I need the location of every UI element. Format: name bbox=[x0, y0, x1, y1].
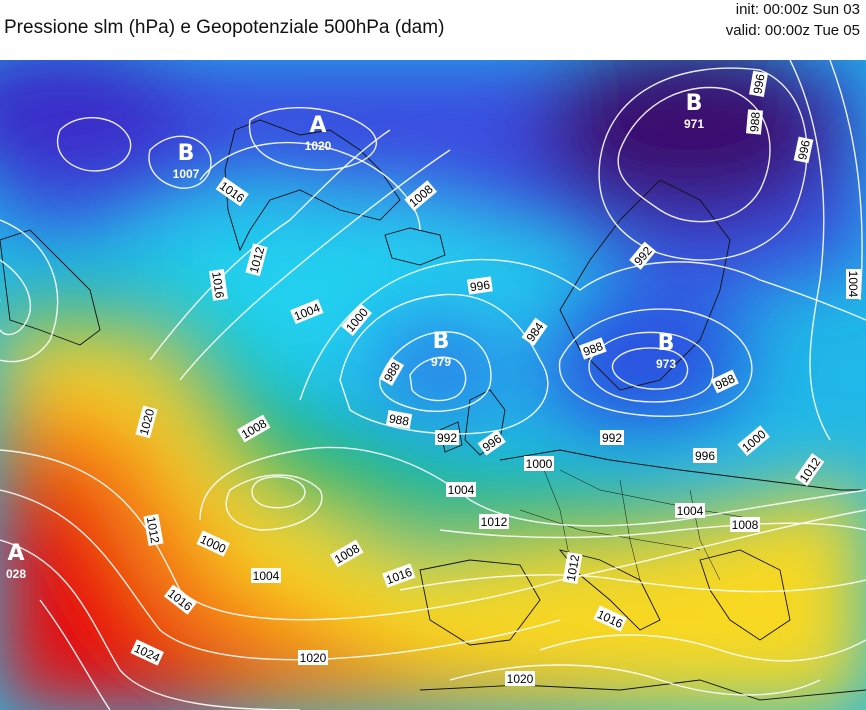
high-center: A 028 bbox=[6, 541, 26, 581]
center-value: 1020 bbox=[305, 139, 332, 153]
isobar-label: 996 bbox=[795, 138, 813, 161]
isobar-label: 996 bbox=[469, 278, 491, 295]
isobar-label: 1016 bbox=[209, 271, 227, 300]
map-title: Pressione slm (hPa) e Geopotenziale 500h… bbox=[4, 17, 445, 38]
center-value: 971 bbox=[684, 117, 704, 131]
isobar-label: 1020 bbox=[137, 407, 158, 437]
isobar-label: 1004 bbox=[846, 271, 860, 298]
center-letter: A bbox=[309, 113, 326, 138]
isobar-label: 1020 bbox=[507, 672, 534, 686]
isobar-label: 1008 bbox=[732, 518, 759, 532]
isobar-label: 1012 bbox=[481, 515, 508, 529]
isobar-label: 992 bbox=[602, 431, 622, 445]
isobar-label: 1000 bbox=[526, 457, 553, 471]
center-letter: B bbox=[686, 91, 703, 116]
isobar-label: 988 bbox=[747, 111, 763, 132]
low-center: B 973 bbox=[656, 331, 676, 371]
isobar-label: 1004 bbox=[253, 569, 280, 583]
geopotential-field bbox=[0, 60, 866, 710]
center-value: 028 bbox=[6, 567, 26, 581]
weather-map: 1016 1012 1016 1008 1004 1000 996 992 98… bbox=[0, 60, 866, 710]
init-time: init: 00:00z Sun 03 bbox=[735, 1, 860, 18]
isobar-label: 992 bbox=[437, 431, 457, 445]
isobar-label: 996 bbox=[695, 449, 715, 463]
isobar-label: 988 bbox=[388, 411, 410, 428]
valid-time: valid: 00:00z Tue 05 bbox=[725, 22, 860, 39]
center-letter: B bbox=[658, 331, 675, 356]
low-center: B 979 bbox=[431, 329, 451, 369]
isobar-label: 996 bbox=[750, 73, 767, 95]
pressure-centers: B 1007 A 1020 B 971 B 979 B 973 A 028 bbox=[6, 91, 704, 581]
center-value: 979 bbox=[431, 355, 451, 369]
isobar-label: 1004 bbox=[677, 504, 704, 518]
isobar-label-group: 1016 1012 1016 1008 1004 1000 996 992 98… bbox=[130, 70, 861, 686]
isobar-label: 1012 bbox=[247, 245, 268, 275]
high-center: A 1020 bbox=[305, 113, 332, 153]
map-header: Pressione slm (hPa) e Geopotenziale 500h… bbox=[0, 0, 866, 60]
isobar-label: 1020 bbox=[300, 651, 327, 665]
center-value: 1007 bbox=[173, 167, 200, 181]
low-center: B 971 bbox=[684, 91, 704, 131]
isobar-label: 1012 bbox=[564, 553, 582, 582]
isobar-label: 1012 bbox=[144, 516, 162, 545]
coastlines bbox=[0, 119, 866, 701]
isobar-label: 1004 bbox=[448, 483, 475, 497]
center-letter: B bbox=[178, 141, 195, 166]
center-letter: A bbox=[7, 541, 24, 566]
isobars bbox=[0, 60, 866, 710]
low-center: B 1007 bbox=[173, 141, 200, 181]
center-value: 973 bbox=[656, 357, 676, 371]
isobar-label: 988 bbox=[581, 339, 605, 359]
center-letter: B bbox=[433, 329, 450, 354]
